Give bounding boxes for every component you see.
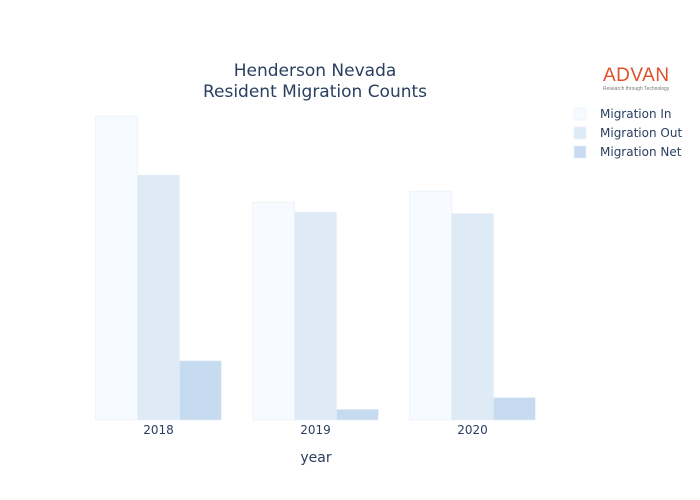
x-axis-title: year <box>300 450 331 466</box>
bar-migration-out-2019[interactable] <box>294 211 337 421</box>
legend[interactable]: Migration In Migration Out Migration Net <box>573 107 682 159</box>
chart-title-line: Henderson Nevada <box>234 61 397 81</box>
bar-migration-net-2019[interactable] <box>336 409 379 421</box>
plot-area <box>95 115 536 421</box>
x-tick-label: 2020 <box>457 423 488 437</box>
bar-migration-out-2020[interactable] <box>451 213 494 421</box>
chart-title-line: Resident Migration Counts <box>203 82 427 102</box>
legend-item-migration-out[interactable]: Migration Out <box>573 126 682 140</box>
bar-migration-in-2018[interactable] <box>95 115 138 421</box>
legend-swatch <box>573 107 587 121</box>
legend-swatch <box>573 145 587 159</box>
legend-swatch <box>573 126 587 140</box>
legend-label: Migration Net <box>600 145 682 159</box>
bar-migration-net-2018[interactable] <box>179 360 222 421</box>
advan-logo: ADVAN Research through Technology <box>603 66 673 92</box>
x-tick-label: 2019 <box>300 423 331 437</box>
bar-migration-in-2019[interactable] <box>252 202 295 421</box>
logo-name: ADVAN <box>603 65 670 86</box>
legend-item-migration-net[interactable]: Migration Net <box>573 145 682 159</box>
logo-tagline: Research through Technology <box>603 86 670 92</box>
legend-label: Migration In <box>600 107 672 121</box>
legend-label: Migration Out <box>600 126 682 140</box>
x-axis-ticks: 2018 2019 2020 <box>143 423 488 437</box>
bar-migration-net-2020[interactable] <box>493 397 536 421</box>
bar-migration-out-2018[interactable] <box>137 174 180 421</box>
x-tick-label: 2018 <box>143 423 174 437</box>
bar-migration-in-2020[interactable] <box>409 190 452 421</box>
legend-item-migration-in[interactable]: Migration In <box>573 107 672 121</box>
